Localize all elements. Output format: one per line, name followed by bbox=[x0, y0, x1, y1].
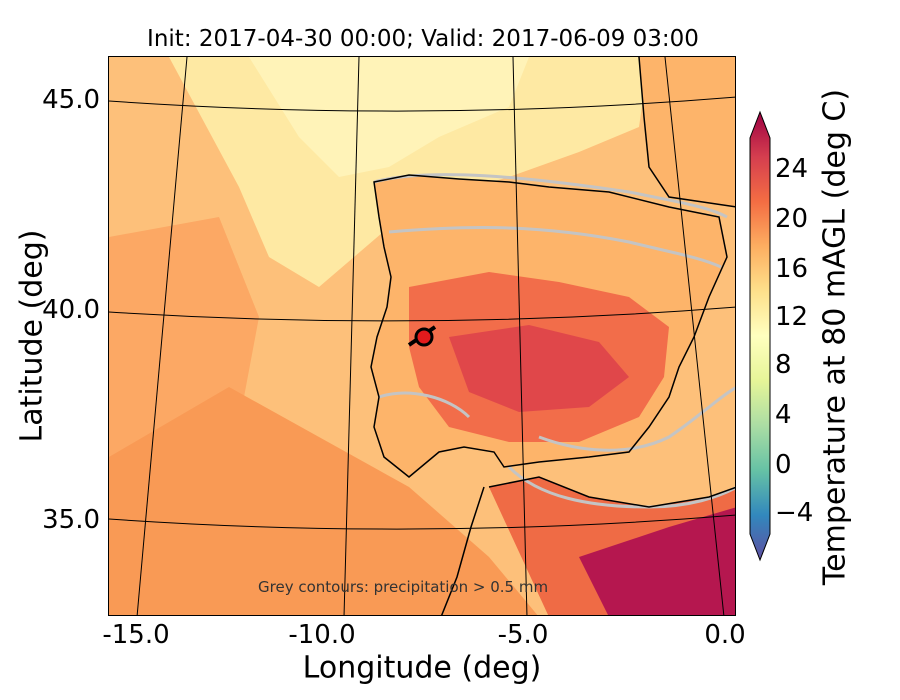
cb-tick-4: 4 bbox=[775, 400, 792, 430]
southwest-warm-band bbox=[109, 387, 538, 615]
precipitation-contours bbox=[373, 173, 735, 509]
location-marker-icon bbox=[414, 327, 434, 347]
france-land bbox=[639, 57, 735, 207]
colorbar-gradient bbox=[749, 110, 771, 562]
x-axis-label: Longitude (deg) bbox=[302, 650, 542, 686]
xtick--15: -15.0 bbox=[102, 620, 170, 650]
coastlines bbox=[370, 57, 735, 615]
xtick-0: 0.0 bbox=[704, 620, 746, 650]
plot-title: Init: 2017-04-30 00:00; Valid: 2017-06-0… bbox=[147, 26, 699, 52]
cb-tick-16: 16 bbox=[775, 254, 809, 284]
cb-tick-minus4: −4 bbox=[775, 498, 814, 528]
graticule bbox=[109, 57, 735, 615]
north-cooler-core bbox=[249, 57, 529, 177]
xtick--5: -5.0 bbox=[497, 620, 549, 650]
cb-tick-12: 12 bbox=[775, 302, 809, 332]
cb-tick-8: 8 bbox=[775, 350, 792, 380]
xtick--10: -10.0 bbox=[288, 620, 356, 650]
temperature-map bbox=[109, 57, 735, 615]
y-axis-label: Latitude (deg) bbox=[14, 229, 50, 443]
colorbar-label: Temperature at 80 mAGL (deg C) bbox=[817, 88, 853, 586]
africa-hot-core bbox=[579, 507, 735, 615]
cb-tick-24: 24 bbox=[775, 154, 809, 184]
ytick-35: 35.0 bbox=[42, 505, 100, 535]
ytick-40: 40.0 bbox=[42, 295, 100, 325]
colorbar bbox=[749, 110, 771, 562]
ytick-45: 45.0 bbox=[42, 85, 100, 115]
cb-tick-20: 20 bbox=[775, 204, 809, 234]
cb-tick-0: 0 bbox=[775, 450, 792, 480]
iberia-hottest-core bbox=[449, 325, 629, 412]
precipitation-note: Grey contours: precipitation > 0.5 mm bbox=[258, 578, 549, 596]
map-panel[interactable] bbox=[108, 56, 736, 616]
